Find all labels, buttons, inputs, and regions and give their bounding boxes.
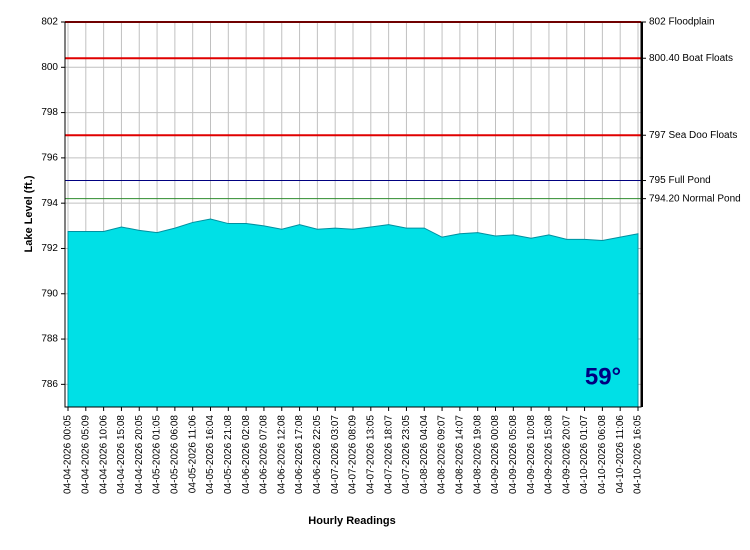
x-tick-label: 04-06-2026 17:08	[294, 415, 305, 494]
x-tick-label: 04-06-2026 02:08	[241, 415, 252, 494]
x-tick-label: 04-04-2026 10:06	[98, 415, 109, 494]
reference-label: 795 Full Pond	[649, 175, 711, 186]
x-tick-label: 04-05-2026 11:06	[187, 415, 198, 494]
x-tick-label: 04-06-2026 22:05	[312, 415, 323, 494]
x-tick-label: 04-10-2026 06:08	[597, 415, 608, 494]
area	[67, 218, 639, 408]
x-tick-label: 04-07-2026 23:05	[401, 415, 412, 494]
x-tick-label: 04-05-2026 01:05	[152, 415, 163, 494]
y-tick-label: 798	[41, 107, 58, 118]
x-tick-label: 04-05-2026 16:04	[205, 415, 216, 494]
x-tick-label: 04-04-2026 20:05	[134, 415, 145, 494]
y-tick-label: 790	[41, 288, 58, 299]
x-tick-label: 04-06-2026 12:08	[276, 415, 287, 494]
x-tick-label: 04-07-2026 03:07	[330, 415, 341, 494]
x-tick-label: 04-04-2026 00:05	[63, 415, 74, 494]
badge-text: 59°	[585, 363, 621, 390]
x-tick-label: 04-09-2026 00:08	[490, 415, 501, 494]
y-tick-label: 788	[41, 334, 58, 345]
x-tick-label: 04-09-2026 20:07	[561, 415, 572, 494]
x-tick-label: 04-07-2026 13:05	[365, 415, 376, 494]
x-tick-label: 04-08-2026 19:08	[472, 415, 483, 494]
x-tick-label: 04-05-2026 21:08	[223, 415, 234, 494]
x-tick-label: 04-04-2026 05:09	[80, 415, 91, 494]
x-tick-label: 04-09-2026 05:08	[508, 415, 519, 494]
x-tick-label: 04-10-2026 01:07	[579, 415, 590, 494]
reference-label: 797 Sea Doo Floats	[649, 130, 737, 141]
x-tick-label: 04-08-2026 09:07	[437, 415, 448, 494]
x-tick-label: 04-10-2026 11:06	[615, 415, 626, 494]
y-tick-label: 792	[41, 243, 58, 254]
x-tick-label: 04-06-2026 07:08	[259, 415, 270, 494]
y-tick-label: 786	[41, 379, 58, 390]
x-tick-label: 04-08-2026 04:04	[419, 415, 430, 494]
x-tick-label: 04-10-2026 16:05	[633, 415, 644, 494]
x-tick-label: 04-05-2026 06:08	[170, 415, 181, 494]
x-tick-label: 04-08-2026 14:07	[455, 415, 466, 494]
x-tick-label: 04-07-2026 18:07	[383, 415, 394, 494]
x-tick-label: 04-09-2026 10:08	[526, 415, 537, 494]
y-tick-label: 800	[41, 62, 58, 73]
x-tick-label: 04-04-2026 15:08	[116, 415, 127, 494]
x-tick-label: 04-09-2026 15:08	[544, 415, 555, 494]
badge-box	[578, 356, 628, 398]
reference-label: 800.40 Boat Floats	[649, 53, 733, 64]
x-tick-label: 04-07-2026 08:09	[348, 415, 359, 494]
y-tick-label: 796	[41, 153, 58, 164]
y-tick-label: 802	[41, 17, 58, 28]
y-axis-title: Lake Level (ft.)	[23, 175, 35, 252]
x-axis-title: Hourly Readings	[308, 515, 395, 527]
reference-label: 794.20 Normal Pond	[649, 193, 741, 204]
reference-label: 802 Floodplain	[649, 17, 715, 28]
y-tick-label: 794	[41, 198, 58, 209]
